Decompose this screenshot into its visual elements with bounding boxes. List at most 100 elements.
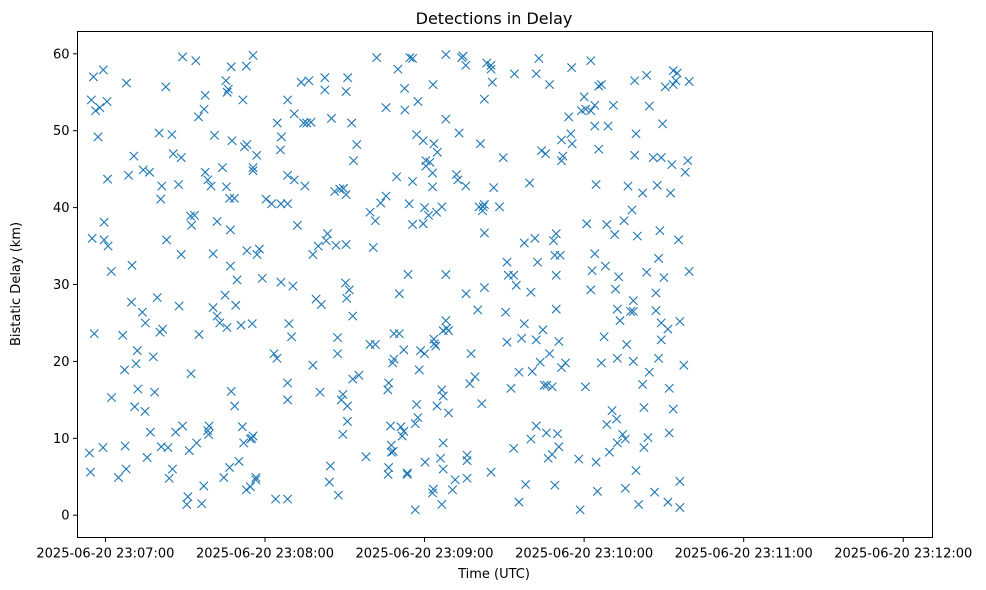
data-point-56 [176, 153, 186, 163]
data-point-15 [99, 235, 109, 245]
data-point-310 [487, 77, 497, 87]
data-point-128 [238, 95, 248, 105]
data-point-30 [106, 392, 117, 403]
data-point-460 [675, 502, 685, 513]
data-point-414 [626, 306, 636, 317]
data-point-41 [152, 292, 162, 303]
chart-title: Detections in Delay [416, 9, 573, 28]
data-point-275 [441, 269, 451, 280]
data-point-411 [620, 483, 630, 493]
data-point-25 [140, 318, 150, 328]
data-point-416 [628, 296, 638, 306]
data-point-430 [642, 267, 652, 277]
data-point-99 [231, 300, 241, 310]
data-point-205 [376, 198, 386, 208]
data-point-299 [475, 139, 485, 149]
data-point-26 [126, 297, 137, 307]
data-point-325 [514, 367, 524, 377]
data-point-433 [644, 367, 654, 377]
data-point-175 [333, 332, 343, 343]
data-point-94 [221, 182, 232, 192]
data-point-164 [315, 387, 325, 397]
data-point-215 [388, 446, 398, 456]
y-tick-label-6: 60 [53, 47, 70, 62]
data-point-33 [121, 464, 131, 474]
data-point-213 [386, 440, 396, 450]
data-point-166 [320, 85, 330, 95]
data-point-339 [534, 53, 544, 64]
data-point-400 [610, 284, 621, 294]
data-point-20 [118, 330, 128, 340]
data-point-101 [232, 275, 242, 285]
data-point-134 [269, 349, 279, 359]
data-point-159 [306, 117, 316, 127]
data-point-420 [631, 129, 641, 139]
data-point-358 [552, 429, 563, 439]
data-point-256 [428, 79, 438, 90]
x-tick-label-5: 2025-06-20 23:12:00 [834, 547, 972, 562]
data-point-434 [648, 153, 658, 163]
data-point-280 [443, 408, 454, 418]
data-point-432 [644, 101, 654, 111]
data-point-176 [333, 349, 343, 359]
data-point-347 [544, 349, 555, 359]
data-point-64 [186, 369, 196, 379]
data-point-204 [370, 339, 380, 350]
x-tick-label-3: 2025-06-20 23:10:00 [515, 547, 653, 562]
data-point-143 [283, 170, 293, 180]
data-point-137 [272, 118, 282, 128]
data-point-31 [113, 472, 124, 483]
data-point-196 [354, 370, 364, 380]
data-point-197 [352, 139, 362, 150]
data-point-188 [342, 416, 353, 426]
data-point-300 [477, 399, 487, 409]
data-point-425 [638, 379, 648, 390]
data-point-359 [554, 442, 564, 452]
data-point-107 [225, 462, 235, 473]
data-point-327 [519, 238, 529, 248]
data-point-147 [283, 494, 293, 504]
data-point-451 [665, 188, 676, 198]
data-point-461 [675, 476, 685, 486]
data-point-177 [333, 490, 343, 500]
data-point-135 [271, 494, 281, 504]
data-point-231 [403, 269, 413, 280]
x-tick-label-0: 2025-06-20 23:07:00 [36, 547, 174, 562]
data-point-189 [342, 401, 353, 411]
data-point-417 [628, 306, 638, 317]
data-point-307 [482, 58, 492, 68]
data-point-408 [619, 216, 629, 226]
data-point-237 [410, 419, 420, 429]
data-point-422 [631, 466, 641, 476]
data-point-312 [486, 467, 496, 477]
data-point-406 [612, 438, 622, 448]
data-point-377 [586, 106, 596, 116]
data-point-313 [494, 202, 505, 212]
data-point-254 [427, 168, 438, 178]
data-point-181 [338, 389, 348, 400]
data-point-95 [225, 193, 235, 203]
data-point-382 [590, 100, 600, 110]
data-point-329 [521, 479, 531, 490]
data-point-125 [252, 150, 262, 160]
data-point-67 [189, 210, 200, 220]
data-point-271 [441, 49, 451, 60]
data-point-355 [551, 270, 561, 280]
data-point-227 [400, 83, 410, 93]
data-point-376 [581, 104, 591, 114]
data-point-379 [586, 56, 596, 66]
data-point-369 [566, 129, 576, 139]
data-point-156 [300, 181, 310, 191]
data-point-173 [330, 186, 340, 197]
data-point-277 [438, 464, 448, 474]
x-axis-ticks: 2025-06-20 23:07:00 2025-06-20 23:08:00 20… [36, 537, 972, 562]
data-point-57 [156, 194, 166, 204]
y-tick-label-0: 0 [61, 509, 69, 524]
data-point-59 [162, 235, 172, 245]
data-point-75 [197, 499, 207, 509]
data-point-365 [556, 156, 567, 166]
data-point-405 [611, 414, 622, 424]
data-point-465 [684, 76, 694, 87]
data-point-7 [93, 132, 103, 142]
data-point-463 [680, 167, 690, 177]
